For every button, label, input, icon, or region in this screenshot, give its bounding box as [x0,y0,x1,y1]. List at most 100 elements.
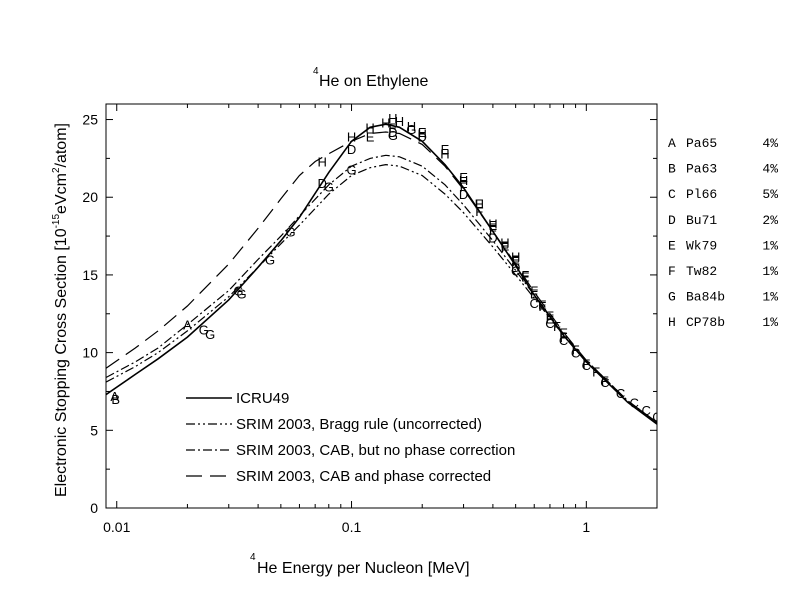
data-point-g: G [199,322,209,337]
data-point-h: H [475,196,484,211]
ref-key-reference: CP78b [686,315,725,330]
x-axis-ticks: 0.01 0.1 1 [103,104,590,535]
xlabel-superscript: 4 [250,552,256,563]
data-point-c: C [530,296,539,311]
y-tick-label: 0 [90,500,98,516]
legend-label-1: ICRU49 [236,390,289,407]
data-reference-key: A Pa65 4% B Pa63 4% C Pl66 5% D Bu71 2% E Wk79 1% F Tw82… [668,136,778,330]
legend-label-3: SRIM 2003, CAB, but no phase correction [236,442,515,459]
data-point-h: H [365,120,374,135]
ref-key-symbol: F [668,264,676,279]
data-point-f: F [592,364,600,379]
ref-key-symbol: E [668,238,676,253]
data-point-g: G [346,162,356,177]
data-point-e: E [521,269,530,284]
series-line-2 [106,163,657,423]
data-point-f: F [601,374,609,389]
data-point-e: E [546,311,555,326]
data-point-c: C [616,386,625,401]
data-point-g: G [388,128,398,143]
ref-key-symbol: G [668,290,676,305]
ref-key-reference: Wk79 [686,238,717,253]
data-point-f: F [521,268,529,283]
ref-key-symbol: B [668,162,676,177]
data-point-e: E [366,130,375,145]
data-point-h: H [347,130,356,145]
data-point-c: C [582,358,591,373]
data-point-e: E [441,142,450,157]
data-point-e: E [501,238,510,253]
ref-key-error: 1% [762,290,778,305]
ref-key-symbol: H [668,315,676,330]
ref-key-error: 4% [762,162,778,177]
data-point-d: D [318,176,327,191]
data-point-h: H [511,249,520,264]
data-point-g: G [286,224,296,239]
data-point-g: G [236,287,246,302]
data-point-f: F [572,343,580,358]
data-point-h: H [407,119,416,134]
data-point-a: A [183,318,192,333]
ref-key-error: 1% [762,315,778,330]
data-point-e: E [530,287,539,302]
data-point-c: C [642,403,651,418]
data-point-d: D [488,231,497,246]
y-tick-label: 20 [82,189,98,205]
data-point-h: H [459,173,468,188]
data-point-e: E [418,125,427,140]
data-point-d: D [459,187,468,202]
data-point-e: E [511,252,520,267]
ref-key-reference: Pa63 [686,162,717,177]
ref-key-reference: Pa65 [686,136,717,151]
data-point-e: E [459,170,468,185]
data-point-f: F [553,319,561,334]
legend-label-2: SRIM 2003, Bragg rule (uncorrected) [236,416,482,433]
data-point-h: H [381,116,390,131]
y-axis-ticks: 0 5 10 15 20 25 [82,112,657,516]
y-axis-label-text: Electronic Stopping Cross Section [10-15… [51,123,70,497]
y-tick-label: 15 [82,267,98,283]
data-point-g: G [265,252,275,267]
ref-key-reference: Tw82 [686,264,717,279]
y-tick-label: 25 [82,112,98,128]
ylabel-part-3: eVcm [53,173,70,214]
xlabel-text: He Energy per Nucleon [MeV] [257,560,470,577]
data-point-f: F [538,299,546,314]
ref-key-error: 1% [762,238,778,253]
data-point-h: H [388,111,397,126]
data-point-f: F [475,204,483,219]
x-tick-label: 1 [582,519,590,535]
data-point-f: F [512,254,520,269]
data-point-c: C [545,316,554,331]
data-point-h: H [418,127,427,142]
ref-key-symbol: C [668,187,676,202]
ylabel-part-1: Electronic Stopping Cross Section [10 [53,228,70,497]
legend-label-4: SRIM 2003, CAB and phase corrected [236,468,491,485]
data-point-e: E [538,297,547,312]
ylabel-part-5: /atom] [53,123,70,167]
y-tick-label: 10 [82,345,98,361]
ylabel-part-4: 2 [51,167,62,173]
data-point-f: F [560,330,568,345]
ylabel-part-2: -15 [51,214,62,229]
data-point-c: C [571,346,580,361]
data-point-f: F [460,179,468,194]
data-point-c: C [559,333,568,348]
ref-key-reference: Ba84b [686,290,725,305]
data-point-f: F [530,283,538,298]
plot-title: 4 He on Ethylene [313,66,429,90]
x-tick-label: 0.1 [342,519,362,535]
x-tick-label: 0.01 [103,519,130,535]
title-text: He on Ethylene [319,73,429,90]
data-point-e: E [475,196,484,211]
ref-key-reference: Bu71 [686,213,717,228]
ref-key-error: 2% [762,213,778,228]
data-point-f: F [546,308,554,323]
data-point-c: C [511,263,520,278]
plot-frame [105,103,658,509]
data-point-c: C [600,375,609,390]
data-point-e: E [389,120,398,135]
legend: ICRU49 SRIM 2003, Bragg rule (uncorrected… [186,390,515,485]
